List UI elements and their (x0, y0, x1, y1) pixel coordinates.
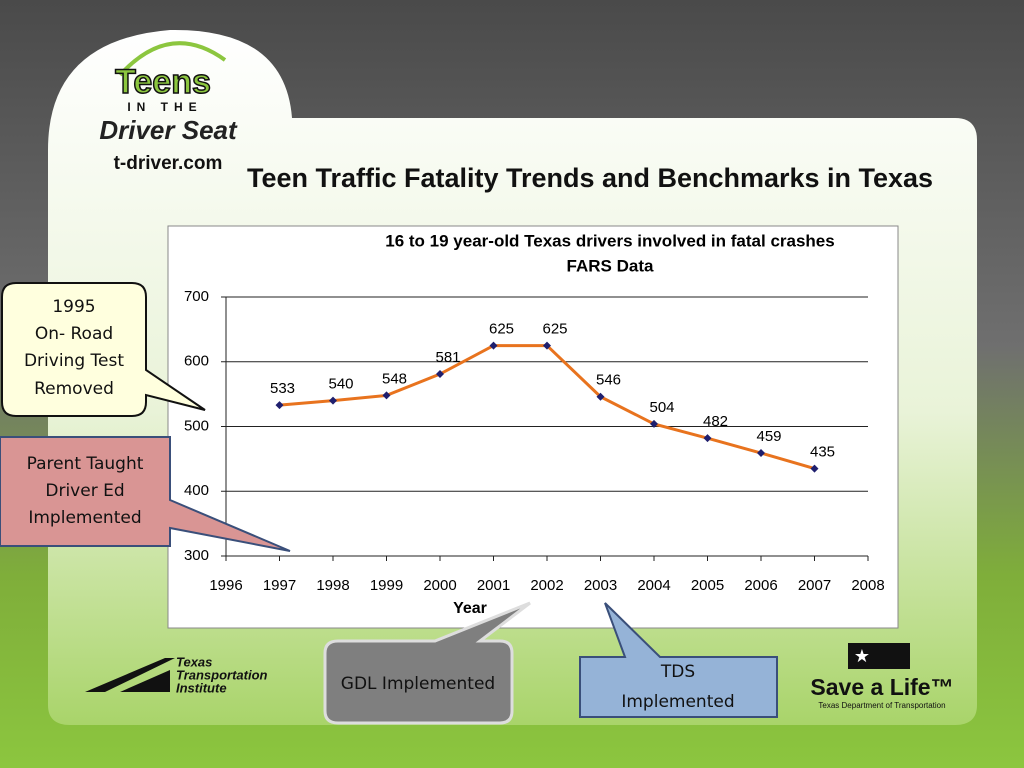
marker (703, 434, 712, 443)
logo-url: t-driver.com (114, 153, 223, 174)
y-tick-label: 700 (184, 288, 209, 305)
callout-text: 1995 (52, 297, 95, 317)
x-tick-label: 2000 (423, 577, 456, 594)
y-tick-label: 300 (184, 547, 209, 564)
data-label: 533 (270, 380, 295, 397)
x-tick-label: 1996 (209, 577, 242, 594)
marker (596, 392, 605, 401)
x-tick-label: 2002 (530, 577, 563, 594)
slide-title: Teen Traffic Fatality Trends and Benchma… (247, 163, 933, 193)
callout: 1995 On- Road Driving Test Removed (1, 282, 206, 417)
callout: TDS Implemented (579, 602, 778, 718)
marker (489, 341, 498, 350)
txdot-logo: ★ Save a Life™ Texas Department of Trans… (810, 643, 954, 710)
callout-text: Removed (34, 379, 114, 399)
tti-logo: Texas Transportation Institute (85, 654, 268, 695)
x-tick-label: 2005 (691, 577, 724, 594)
callout-text: TDS (660, 662, 695, 682)
x-tick-label: 2001 (477, 577, 510, 594)
callout-text: On- Road (35, 324, 113, 344)
logo-text: Teens (115, 63, 211, 101)
marker (810, 464, 819, 473)
marker (275, 401, 284, 410)
logo: Teens IN THE Driver Seat t-driver.com (99, 41, 238, 174)
logo-text: IN THE (127, 100, 202, 114)
callout-text: Driving Test (24, 351, 124, 371)
marker (757, 449, 765, 458)
data-label: 581 (435, 349, 460, 366)
x-tick-label: 2003 (584, 577, 617, 594)
x-tick-label: 2004 (637, 577, 670, 594)
tti-text: Transportation (176, 667, 268, 682)
marker (436, 370, 444, 379)
x-tick-label: 1997 (263, 577, 296, 594)
x-tick-label: 1999 (370, 577, 403, 594)
data-label: 459 (756, 428, 781, 445)
chart-subtitle: FARS Data (567, 256, 654, 275)
callout: GDL Implemented (323, 601, 531, 725)
data-label: 540 (328, 376, 353, 393)
tti-text: Texas (176, 654, 212, 669)
logo-text: Driver Seat (99, 115, 238, 145)
y-tick-label: 600 (184, 353, 209, 370)
callout: Parent Taught Driver Ed Implemented (0, 436, 291, 552)
data-label: 546 (596, 372, 621, 389)
data-label: 548 (382, 370, 407, 387)
x-tick-label: 2008 (851, 577, 884, 594)
svg-text:★: ★ (854, 646, 870, 666)
txdot-text: Texas Department of Transportation (818, 701, 945, 710)
x-axis-label: Year (453, 600, 487, 617)
x-tick-label: 1998 (316, 577, 349, 594)
save-a-life: Save a Life™ (810, 674, 953, 700)
marker (382, 391, 391, 400)
tti-text: Institute (176, 680, 227, 695)
x-tick-label: 2006 (744, 577, 777, 594)
marker (329, 396, 337, 405)
marker (650, 419, 658, 428)
chart: 16 to 19 year-old Texas drivers involved… (184, 231, 885, 617)
chart-title: 16 to 19 year-old Texas drivers involved… (385, 231, 834, 250)
y-tick-label: 500 (184, 417, 209, 434)
callout-text: Implemented (621, 692, 734, 712)
x-tick-label: 2007 (798, 577, 831, 594)
data-label: 435 (810, 444, 835, 461)
callout-text: GDL Implemented (341, 674, 495, 694)
callout-text: Driver Ed (45, 481, 124, 501)
y-tick-label: 400 (184, 482, 209, 499)
data-label: 482 (703, 413, 728, 430)
data-label: 625 (542, 321, 567, 338)
data-label: 504 (649, 399, 674, 416)
callout-text: Implemented (28, 508, 141, 528)
marker (543, 341, 551, 350)
data-label: 625 (489, 321, 514, 338)
callout-text: Parent Taught (27, 454, 144, 474)
